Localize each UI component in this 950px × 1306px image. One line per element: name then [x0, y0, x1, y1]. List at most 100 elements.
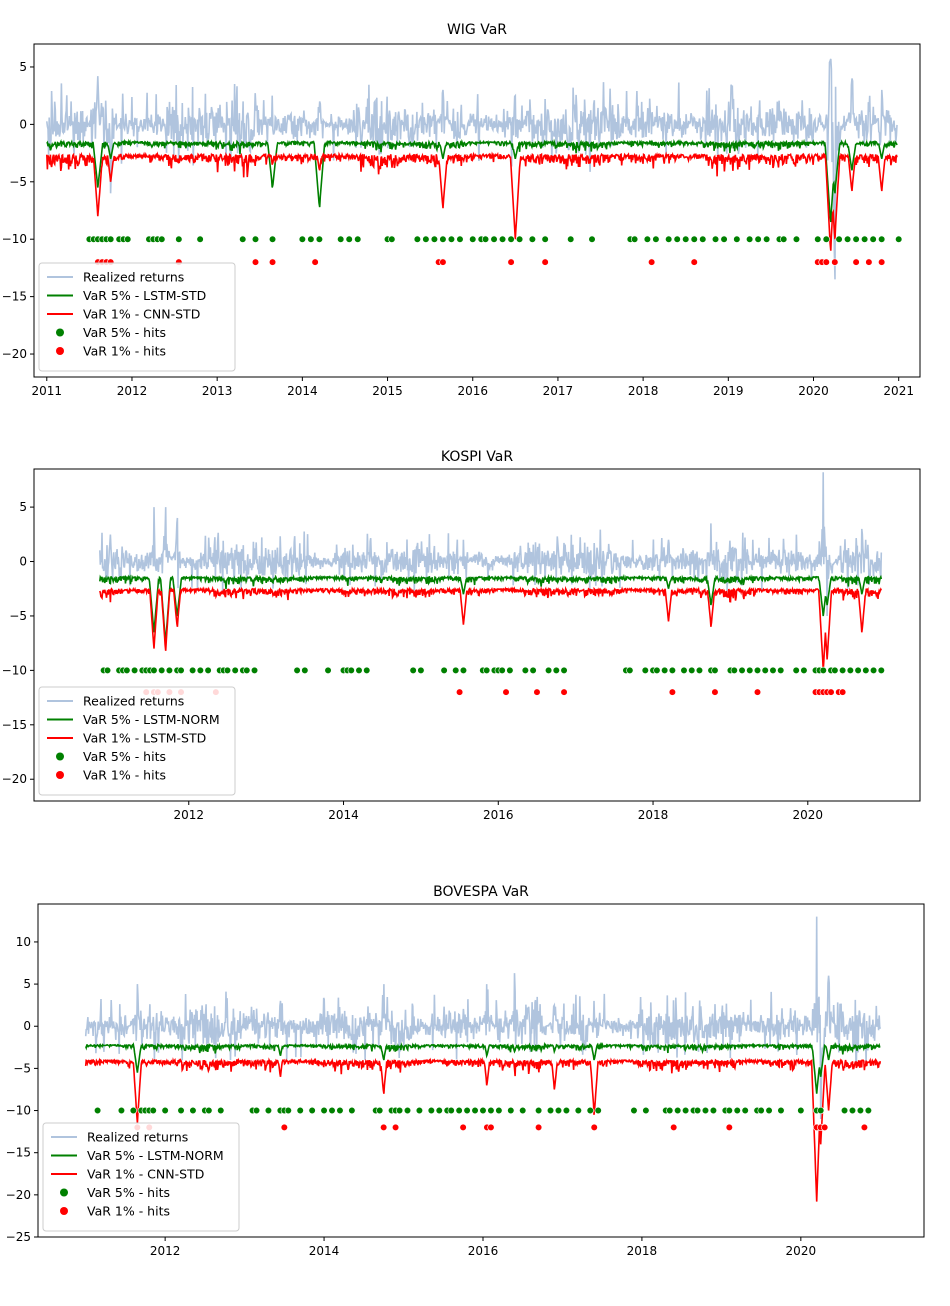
hit-point-5pct [588, 235, 596, 243]
x-tick-label: 2021 [883, 384, 914, 398]
hit-point-5pct [483, 666, 491, 674]
hit-point-5pct [388, 235, 396, 243]
hit-point-5pct [711, 666, 719, 674]
hit-point-5pct [417, 666, 425, 674]
hit-point-5pct [741, 1106, 749, 1115]
hit-point-5pct [315, 235, 323, 243]
hit-point-1pct [560, 688, 568, 696]
hit-point-5pct [435, 1106, 443, 1115]
hit-point-5pct [682, 1106, 690, 1115]
hit-point-5pct [439, 235, 447, 243]
hit-point-5pct [328, 1106, 336, 1115]
hit-point-5pct [469, 235, 477, 243]
hit-point-5pct [284, 1106, 292, 1115]
hit-point-1pct [690, 258, 698, 266]
hit-point-5pct [680, 666, 688, 674]
series-var1 [46, 151, 898, 251]
hit-point-5pct [189, 1106, 197, 1115]
panel-bovespa-var: BOVESPA VaR 10 5 0 −5 −10 −15 −20 −25 2012 2014 201… [6, 884, 925, 1258]
x-tick-label: 2014 [309, 1244, 340, 1258]
y-tick-label: −15 [2, 290, 27, 304]
hit-point-5pct [733, 235, 741, 243]
hit-point-5pct [196, 666, 204, 674]
chart-title: BOVESPA VaR [433, 884, 529, 900]
hit-point-5pct [487, 1106, 495, 1115]
hit-point-5pct [415, 1106, 424, 1115]
hit-point-5pct [746, 235, 754, 243]
hit-point-5pct [481, 235, 490, 243]
hit-point-5pct [348, 1106, 356, 1115]
hit-point-5pct [447, 1106, 455, 1115]
hit-point-5pct [730, 666, 738, 674]
hit-point-5pct [673, 235, 681, 243]
x-tick-label: 2011 [32, 384, 63, 398]
series-var5 [99, 573, 883, 644]
legend-label: VaR 5% - hits [83, 325, 166, 340]
legend-label: VaR 5% - hits [83, 749, 166, 764]
hit-point-5pct [831, 666, 839, 674]
hit-point-5pct [835, 235, 843, 243]
hit-point-5pct [682, 235, 690, 243]
hit-point-5pct [554, 1106, 563, 1115]
hit-point-5pct [251, 235, 260, 243]
legend-label: VaR 1% - hits [87, 1204, 170, 1219]
hit-point-5pct [354, 235, 362, 243]
hit-point-1pct [711, 688, 719, 696]
hit-point-5pct [777, 1106, 785, 1115]
hit-point-5pct [515, 235, 524, 243]
legend-label: VaR 1% - CNN-STD [83, 307, 200, 322]
hit-point-5pct [674, 1106, 682, 1115]
plot-area [99, 472, 885, 696]
hit-point-5pct [822, 235, 830, 243]
hit-point-1pct [878, 258, 886, 266]
hit-point-5pct [733, 1106, 741, 1115]
y-tick-label: −20 [6, 1188, 31, 1202]
hit-point-5pct [506, 666, 514, 674]
hit-point-5pct [666, 1106, 674, 1115]
hit-point-5pct [780, 235, 788, 243]
hit-point-5pct [440, 666, 448, 674]
series-var5 [46, 138, 898, 223]
y-tick-label: 5 [19, 500, 27, 514]
hit-point-5pct [792, 235, 801, 243]
hit-point-5pct [843, 235, 852, 243]
hit-point-5pct [856, 1106, 865, 1115]
hit-point-5pct [586, 1106, 594, 1115]
hit-point-5pct [123, 666, 131, 674]
hit-point-5pct [792, 666, 800, 674]
axes-frame [33, 468, 921, 802]
hit-point-5pct [763, 235, 771, 243]
legend-box [42, 1122, 240, 1232]
hit-point-1pct [439, 258, 447, 266]
y-tick-label: −10 [6, 1104, 31, 1118]
hit-point-1pct [648, 258, 656, 266]
x-tick-label: 2012 [150, 1244, 181, 1258]
hit-point-5pct [495, 1106, 503, 1115]
x-tick-label: 2019 [713, 384, 744, 398]
hit-point-5pct [552, 666, 560, 674]
hit-point-5pct [769, 666, 777, 674]
hit-point-5pct [643, 235, 651, 243]
hit-point-5pct [264, 1106, 273, 1115]
series-var1 [99, 585, 883, 671]
hit-point-5pct [711, 235, 720, 243]
hit-point-5pct [777, 666, 785, 674]
hit-point-5pct [562, 1106, 571, 1115]
hit-point-5pct [652, 235, 660, 243]
hit-point-5pct [690, 235, 698, 243]
legend-label: VaR 5% - LSTM-NORM [87, 1148, 224, 1163]
legend-label: VaR 1% - CNN-STD [87, 1167, 204, 1182]
hit-point-5pct [541, 235, 549, 243]
hit-point-5pct [626, 666, 634, 674]
hit-point-1pct [670, 1123, 678, 1132]
hit-point-1pct [311, 258, 319, 266]
x-tick-label: 2012 [117, 384, 148, 398]
legend: Realized returns VaR 5% - LSTM-STD VaR 1% … [38, 262, 236, 372]
hit-point-5pct [324, 666, 332, 674]
legend-label: Realized returns [83, 270, 184, 285]
hit-point-5pct [535, 1106, 543, 1115]
legend-marker-swatch [56, 752, 64, 761]
x-tick-label: 2018 [628, 384, 659, 398]
hit-point-5pct [250, 666, 259, 674]
